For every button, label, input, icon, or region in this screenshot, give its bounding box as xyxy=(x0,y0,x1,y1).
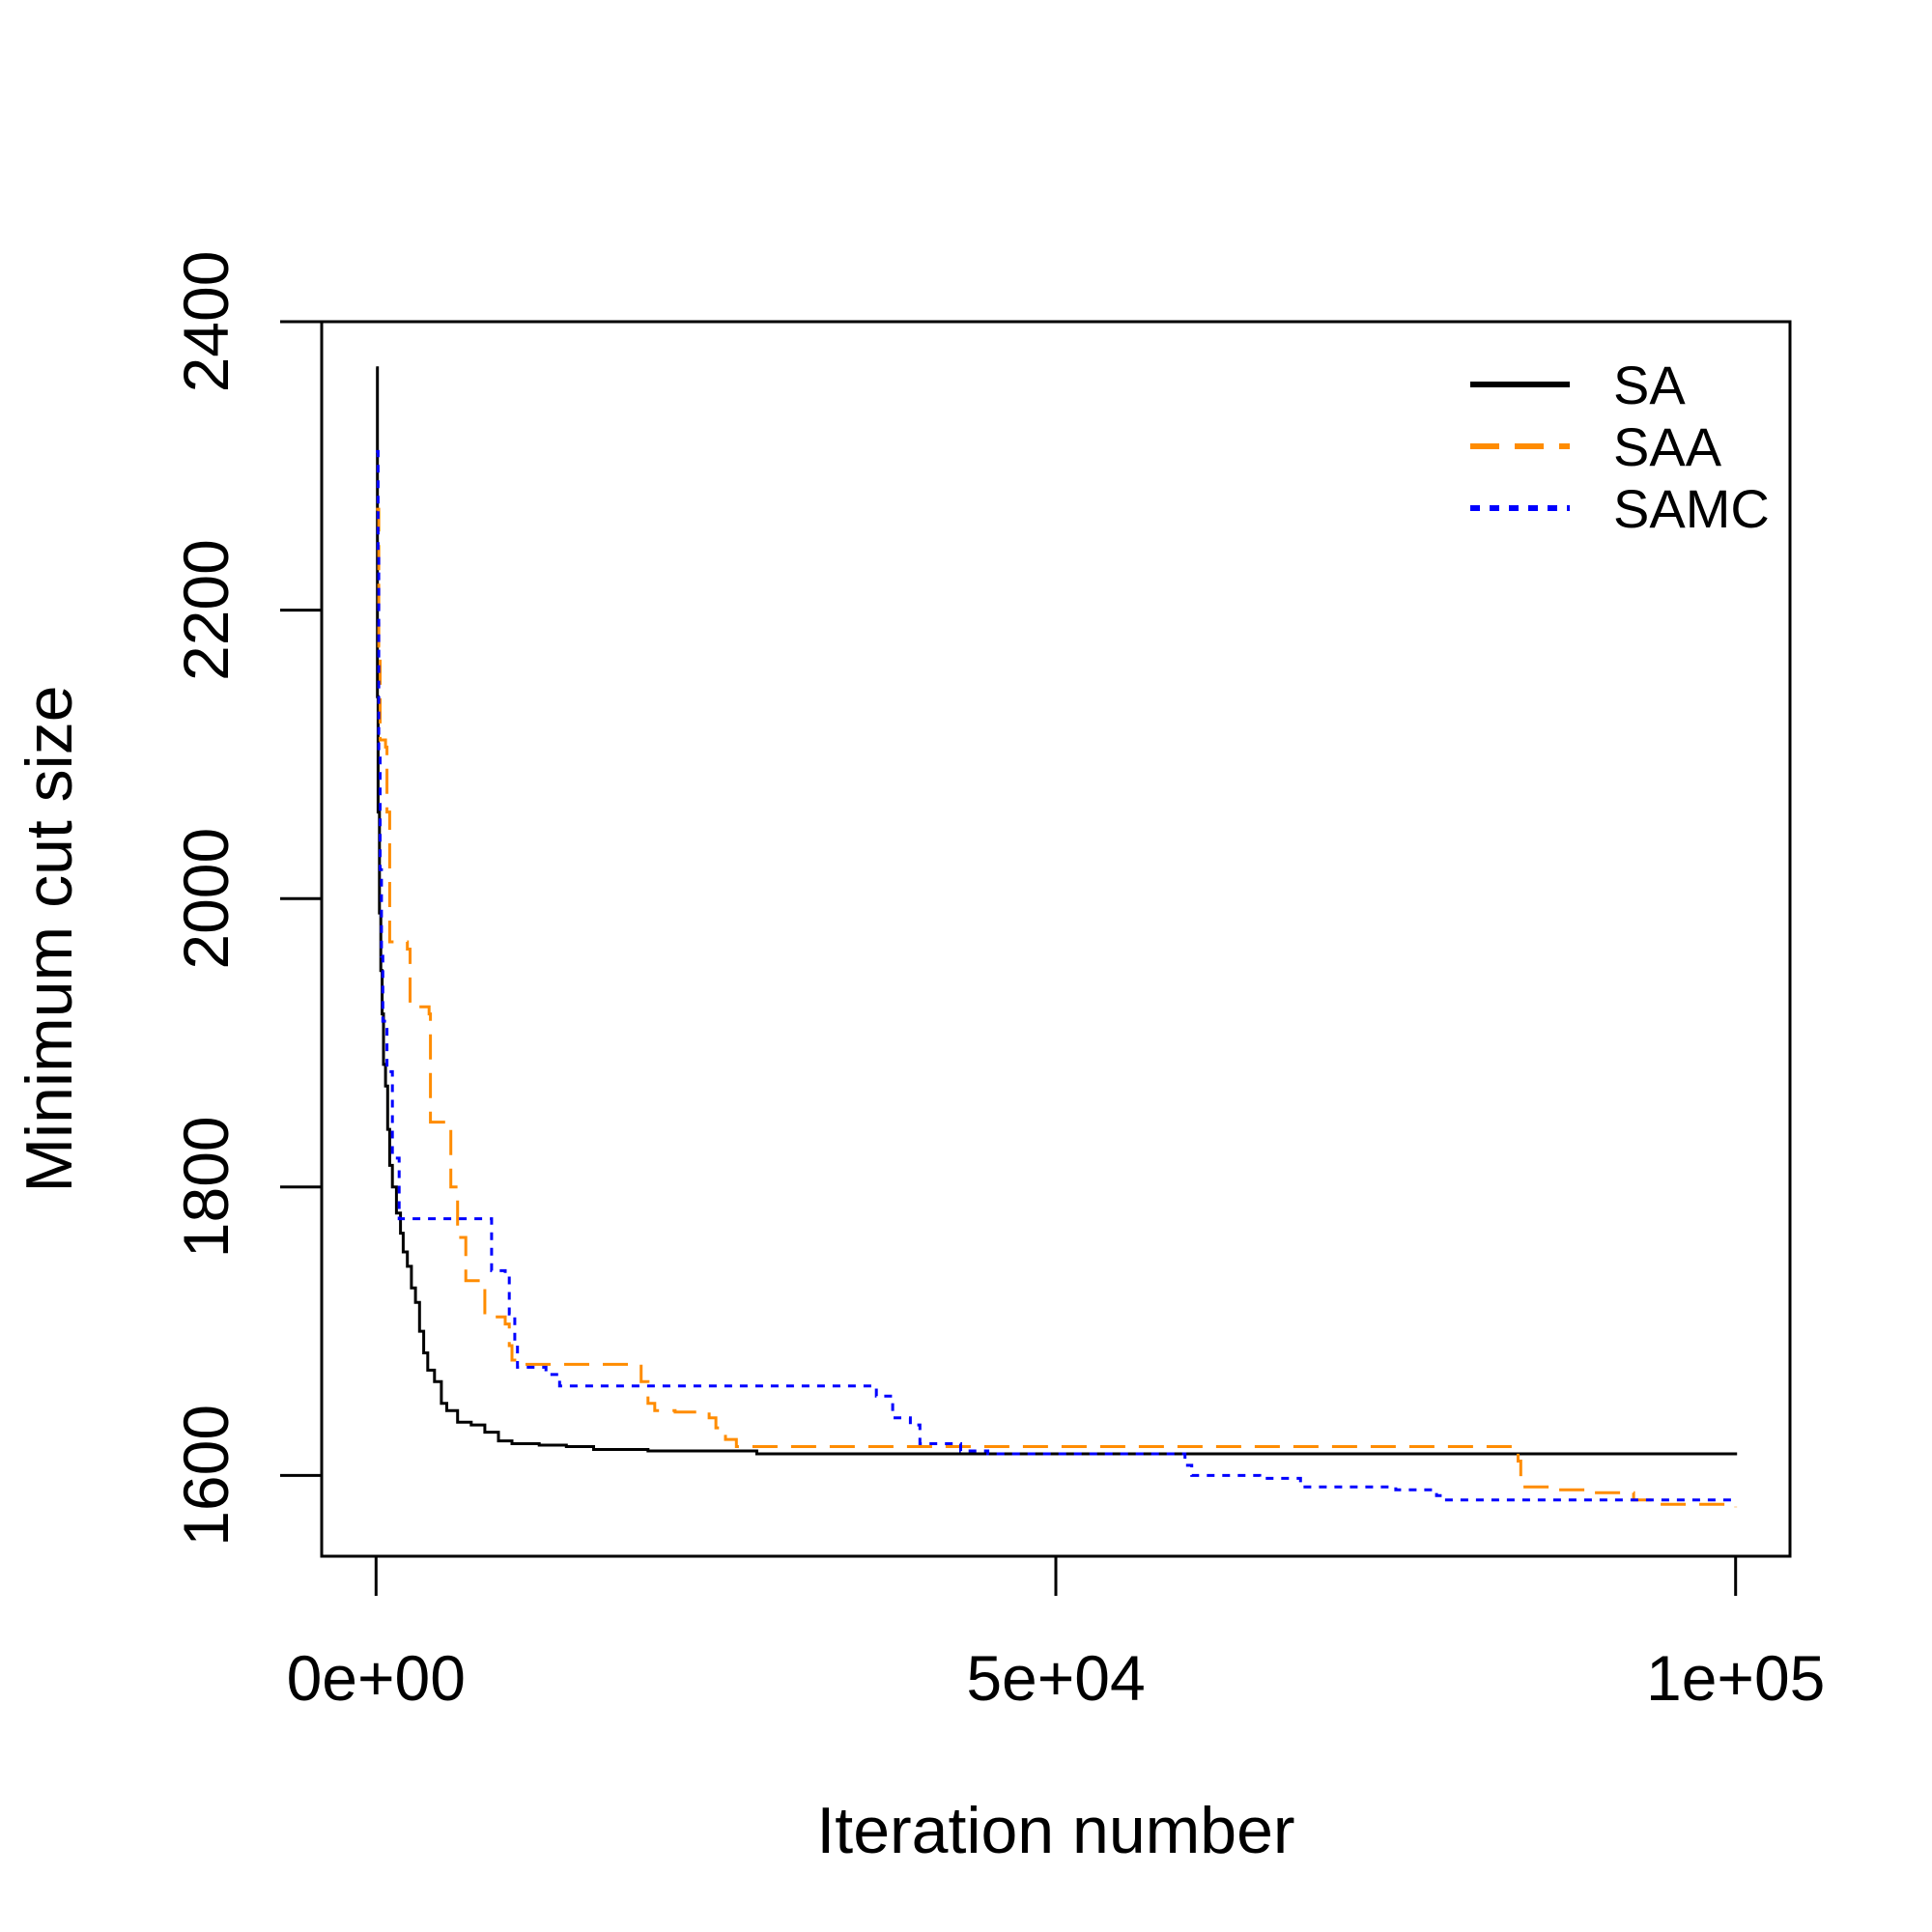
y-tick-label: 1800 xyxy=(170,1116,242,1258)
y-tick-label: 2200 xyxy=(170,539,242,681)
y-tick-label: 1600 xyxy=(170,1405,242,1547)
series-line-samc xyxy=(376,449,1736,1502)
y-axis-title: Minimum cut size xyxy=(13,685,86,1192)
y-tick-label: 2400 xyxy=(170,251,242,393)
y-axis: 1600 1800 2000 2200 2400 xyxy=(170,251,324,1547)
x-axis: 0e+00 5e+04 1e+05 xyxy=(287,1554,1825,1714)
series-line-sa xyxy=(376,366,1738,1456)
legend-label-sa: SA xyxy=(1613,355,1686,415)
series-line-saa xyxy=(376,507,1738,1508)
y-tick-label: 2000 xyxy=(170,828,242,970)
legend-label-saa: SAA xyxy=(1613,416,1722,477)
x-tick-label: 5e+04 xyxy=(966,1642,1145,1714)
x-axis-title: Iteration number xyxy=(816,1794,1294,1867)
x-tick-label: 1e+05 xyxy=(1646,1642,1825,1714)
x-tick-label: 0e+00 xyxy=(287,1642,466,1714)
legend-label-samc: SAMC xyxy=(1613,478,1770,539)
series-layer xyxy=(376,366,1738,1508)
